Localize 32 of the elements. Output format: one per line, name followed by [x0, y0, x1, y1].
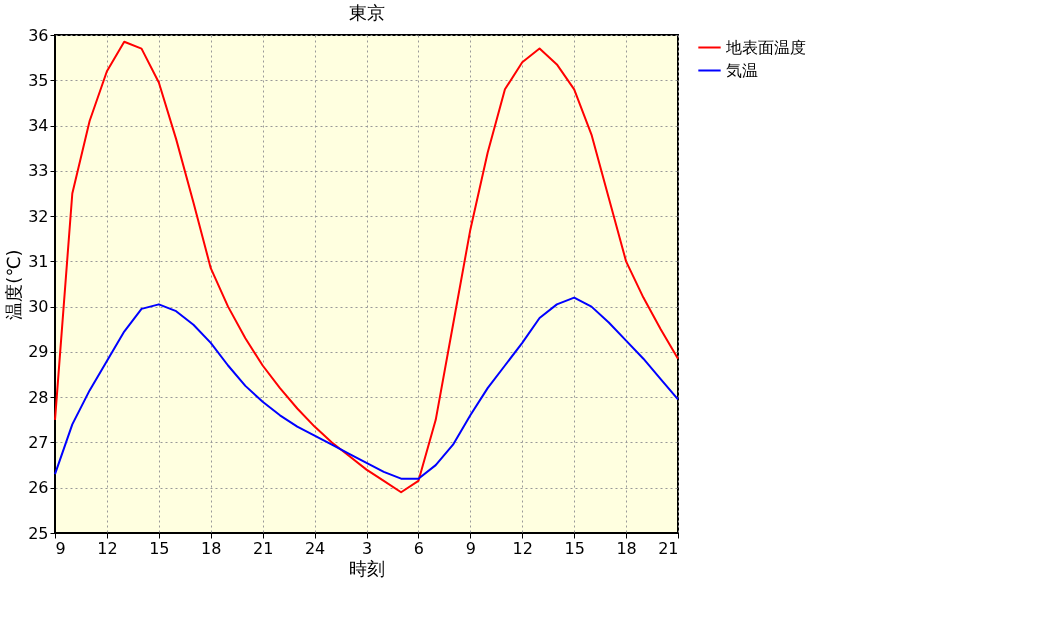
x-tick-label: 18 [616, 538, 637, 558]
line-series [54, 40, 679, 494]
x-axis-title: 時刻 [349, 557, 385, 579]
x-tick-label: 6 [413, 538, 425, 558]
chart-title: 東京 [348, 2, 385, 23]
x-tick-label: 21 [252, 538, 274, 558]
legend-label: 地表面温度 [725, 37, 806, 57]
line-series [54, 296, 679, 480]
y-tick-label: 28 [28, 387, 49, 407]
y-tick-label: 31 [28, 251, 49, 271]
y-tick-label: 29 [28, 342, 49, 362]
y-tick-label: 26 [28, 478, 49, 498]
y-tick-label: 35 [28, 70, 49, 90]
x-tick-label: 9 [55, 538, 66, 558]
x-tick-label: 18 [201, 538, 222, 558]
x-tick-label: 12 [512, 538, 533, 558]
y-tick-label: 30 [28, 297, 49, 317]
x-tick-label: 21 [658, 538, 679, 558]
y-axis-title: 温度(℃) [3, 249, 25, 320]
y-tick-label: 32 [28, 206, 49, 226]
y-tick-label: 34 [28, 116, 49, 136]
x-tick-label: 12 [97, 538, 118, 558]
y-tick-label: 25 [28, 523, 49, 543]
x-tick-label: 9 [465, 538, 476, 558]
y-tick-label: 27 [28, 432, 49, 452]
legend-label: 気温 [726, 60, 758, 80]
x-tick-label: 24 [304, 538, 326, 558]
y-tick-label: 36 [28, 25, 49, 45]
x-tick-label: 3 [361, 538, 373, 558]
y-tick-label: 33 [28, 161, 49, 181]
x-tick-label: 15 [564, 538, 585, 558]
x-tick-label: 15 [149, 538, 170, 558]
